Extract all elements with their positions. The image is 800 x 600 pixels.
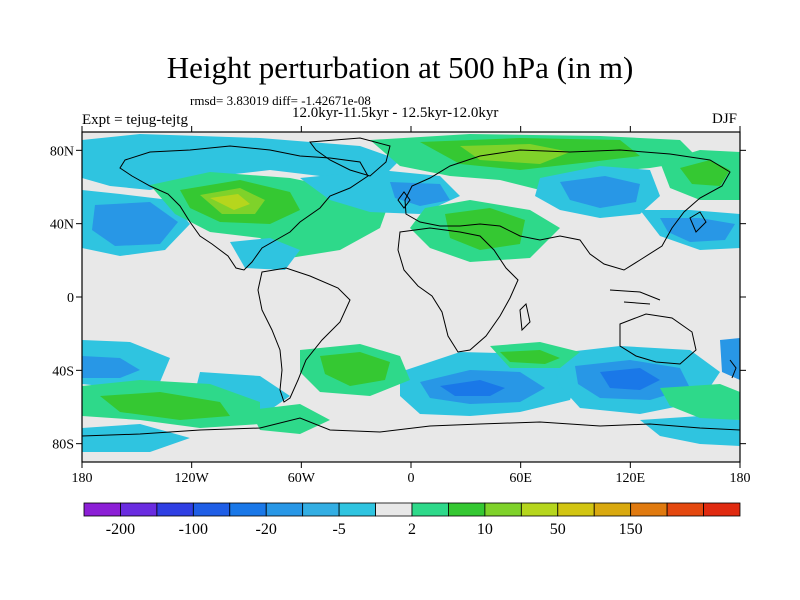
positive-anomaly-southern (82, 342, 740, 434)
colorbar-label: 10 (477, 521, 493, 538)
lat-tick-label: 40N (50, 218, 74, 233)
lon-tick-label: 60E (509, 471, 532, 486)
colorbar-box (265, 502, 304, 517)
positive-anomaly-eurasia (370, 134, 740, 262)
colorbar-box (666, 502, 704, 517)
lon-tick-label: 0 (408, 471, 415, 486)
colorbar-label: 150 (619, 521, 643, 538)
colorbar-box (302, 502, 340, 517)
lon-tick-label: 180 (730, 471, 751, 486)
lon-tick-label: 120W (175, 471, 210, 486)
plot-title: Height perturbation at 500 hPa (in m) (166, 50, 634, 85)
coastline-antarctica (82, 417, 740, 437)
colorbar-box (375, 502, 413, 517)
colorbar-box (83, 502, 121, 517)
coastline-south-america (257, 267, 351, 403)
colorbar-label: 2 (408, 521, 416, 538)
coastline-greenland (309, 137, 391, 177)
experiment-text: Expt = tejug-tejtg (82, 112, 188, 128)
period-text: 12.0kyr-11.5kyr - 12.5kyr-12.0kyr (292, 105, 499, 121)
coastlines (82, 137, 740, 437)
colorbar-box (192, 502, 231, 517)
colorbar-box (120, 502, 158, 517)
colorbar-label: -100 (179, 521, 208, 538)
coastline-japan (689, 211, 707, 233)
lon-tick-label: 120E (616, 471, 646, 486)
colorbar-box (338, 502, 376, 517)
coastline-indonesia (609, 289, 661, 305)
coastline-europe-asia (404, 149, 731, 271)
season-text: DJF (712, 111, 738, 127)
colorbar-box (520, 502, 559, 517)
coastline-africa (397, 227, 519, 353)
coastline-uk (397, 191, 411, 209)
colorbar-label: -5 (332, 521, 345, 538)
latitude-axis: 80N 40N 0 40S 80S (50, 144, 746, 453)
coastline-madagascar (519, 303, 531, 332)
lon-tick-label: 180 (72, 471, 93, 486)
colorbar-box (411, 502, 449, 517)
longitude-axis: 180 120W 60W 0 60E 120E 180 (72, 126, 751, 486)
negative-anomaly-caribbean (230, 238, 300, 270)
coastline-australia (619, 313, 697, 365)
colorbar-label: 50 (550, 521, 566, 538)
lat-tick-label: 80S (52, 438, 74, 453)
stats-text: rmsd= 3.83019 diff= -1.42671e-08 (190, 93, 371, 108)
coastline-north-america (119, 145, 369, 271)
lat-tick-label: 40S (52, 364, 74, 379)
contour-fields (82, 134, 740, 452)
colorbar-box (630, 502, 668, 517)
colorbar-label: -200 (106, 521, 135, 538)
colorbar-label: -20 (256, 521, 277, 538)
colorbar-box (703, 502, 741, 517)
lat-tick-label: 0 (67, 291, 74, 306)
colorbar-box (557, 502, 595, 517)
colorbar-box (593, 502, 632, 517)
colorbar-box (448, 502, 486, 517)
colorbar-box (156, 502, 194, 517)
colorbar-box (229, 502, 267, 517)
colorbar-box (484, 502, 522, 517)
lat-tick-label: 80N (50, 144, 74, 159)
coastline-new-zealand (729, 359, 737, 379)
colorbar: -200 -100 -20 -5 2 10 50 150 (83, 502, 741, 538)
lon-tick-label: 60W (288, 471, 316, 486)
